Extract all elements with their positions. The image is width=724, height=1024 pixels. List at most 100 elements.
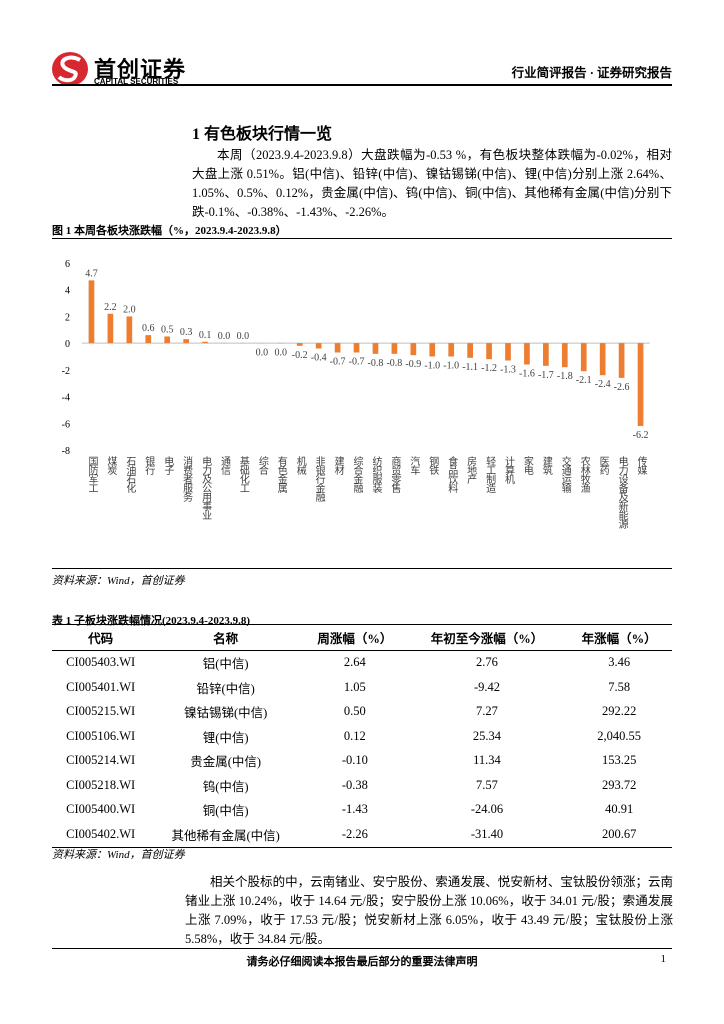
- header-cell: 年初至今涨幅（%）: [407, 624, 567, 651]
- x-tick-label: 电力设备及新能源: [616, 455, 628, 530]
- bar: [126, 316, 133, 344]
- x-tick-label: 房地产: [465, 455, 477, 485]
- bar: [164, 336, 171, 344]
- x-tick-label: 有色金属: [275, 455, 287, 494]
- figure-caption: 图 1 本周各板块涨跌幅（%，2023.9.4-2023.9.8）: [52, 225, 287, 237]
- x-tick-label: 建筑: [540, 455, 552, 475]
- value-label: -1.2: [481, 363, 497, 374]
- bar: [599, 343, 606, 376]
- bar: [145, 335, 152, 344]
- value-label: -0.8: [368, 358, 384, 369]
- bar: [429, 343, 436, 357]
- x-tick-label: 基础化工: [237, 455, 249, 492]
- bar: [618, 343, 625, 378]
- rule: [52, 568, 672, 569]
- page-number: 1: [660, 953, 667, 965]
- cell: -0.10: [341, 753, 368, 768]
- cell: 25.34: [472, 728, 502, 743]
- y-tick-label: 0: [65, 339, 70, 350]
- cell: CI005401.WI: [66, 679, 136, 694]
- cell: 铅锌(中信): [196, 681, 255, 696]
- cell: -1.43: [341, 802, 368, 817]
- value-label: 0.3: [180, 327, 193, 338]
- value-label: -1.0: [443, 361, 459, 372]
- value-label: -0.2: [292, 350, 308, 361]
- cell: 贵金属(中信): [190, 755, 262, 770]
- cell: 3.46: [608, 655, 631, 670]
- value-label: 0.5: [161, 324, 174, 335]
- x-tick-label: 计算机: [503, 455, 515, 485]
- bar: [88, 280, 95, 344]
- bar: [410, 343, 417, 356]
- bar: [315, 343, 322, 349]
- x-tick-label: 电子: [162, 455, 174, 475]
- value-label: 0.1: [199, 330, 212, 341]
- table-source: 资料来源：Wind，首创证券: [52, 849, 185, 861]
- y-tick-label: 4: [65, 286, 70, 297]
- x-tick-label: 煤炭: [105, 455, 117, 476]
- bar: [183, 339, 189, 344]
- cell: CI005218.WI: [66, 777, 136, 792]
- paragraph: 相关个股标的中，云南锗业、安宁股份、索通发展、悦安新材、宝钛股份领涨；云南锗业上…: [185, 875, 673, 946]
- x-tick-label: 银行: [143, 455, 155, 476]
- x-tick-label: 医药: [597, 456, 609, 476]
- table-row: CI005402.WI 其他稀有金属(中信) -2.26 -31.40 200.67: [52, 822, 672, 847]
- value-label: 0.0: [237, 331, 250, 342]
- header-cell: 周涨幅（%）: [302, 624, 408, 651]
- y-tick-label: -6: [62, 419, 70, 430]
- cell: 0.12: [343, 728, 366, 743]
- brand-en: CAPITAL SECURITIES: [94, 77, 179, 86]
- bar: [467, 343, 473, 358]
- cell: 1.05: [343, 679, 366, 694]
- x-tick-label: 综合: [256, 455, 268, 476]
- disclaimer: 请务必仔细阅读本报告最后部分的重要法律声明: [246, 956, 478, 968]
- value-label: 2.2: [104, 302, 117, 313]
- cell: 292.22: [601, 704, 637, 719]
- cell: 7.58: [608, 679, 631, 694]
- cell: 铝(中信): [202, 657, 249, 672]
- bar: [543, 343, 549, 366]
- rule: [52, 238, 672, 239]
- x-tick-label: 消费者服务: [181, 455, 193, 503]
- value-label: -0.7: [330, 356, 346, 367]
- table-row: CI005215.WI 镍钴锡锑(中信) 0.50 7.27 292.22: [52, 700, 672, 725]
- bar: [202, 341, 208, 344]
- value-label: -2.4: [595, 379, 611, 390]
- cell: 11.34: [473, 753, 501, 768]
- x-tick-label: 电力及公用事业: [200, 455, 212, 520]
- value-label: -0.7: [349, 356, 365, 367]
- cell: -2.26: [341, 826, 368, 841]
- bar: [486, 343, 492, 360]
- brand: 首创证券: [94, 58, 187, 83]
- bar: [372, 343, 379, 354]
- value-label: 0.6: [142, 323, 155, 334]
- table-row: CI005403.WI 铝(中信) 2.64 2.76 3.46: [52, 650, 672, 675]
- cell: CI005400.WI: [66, 802, 136, 817]
- cell: CI005402.WI: [66, 826, 136, 841]
- cell: 铜(中信): [202, 804, 249, 819]
- cell: CI005214.WI: [66, 753, 136, 768]
- x-tick-label: 钢铁: [427, 455, 439, 476]
- cell: -9.42: [473, 679, 500, 694]
- paragraph: 本周（2023.9.4-2023.9.8）大盘跌幅为-0.53 %，有色板块整体…: [192, 148, 672, 219]
- bar: [391, 343, 398, 354]
- value-label: -1.6: [519, 369, 535, 380]
- cell: 2.64: [343, 655, 366, 670]
- value-label: -2.6: [614, 382, 630, 393]
- y-tick-label: -2: [62, 366, 70, 377]
- cell: 200.67: [601, 826, 637, 841]
- cell: 镍钴锡锑(中信): [184, 706, 268, 721]
- bar: [524, 343, 530, 365]
- value-label: -2.1: [576, 375, 592, 386]
- value-label: -1.7: [538, 370, 554, 381]
- cell: 293.72: [601, 777, 637, 792]
- cell: CI005106.WI: [66, 728, 136, 743]
- value-label: -1.3: [500, 365, 516, 376]
- header-cell: 名称: [149, 624, 302, 651]
- value-label: -6.2: [633, 430, 649, 441]
- cell: -31.40: [470, 826, 504, 841]
- bar: [561, 343, 568, 368]
- value-label: -0.4: [311, 352, 327, 363]
- bar: [505, 343, 511, 361]
